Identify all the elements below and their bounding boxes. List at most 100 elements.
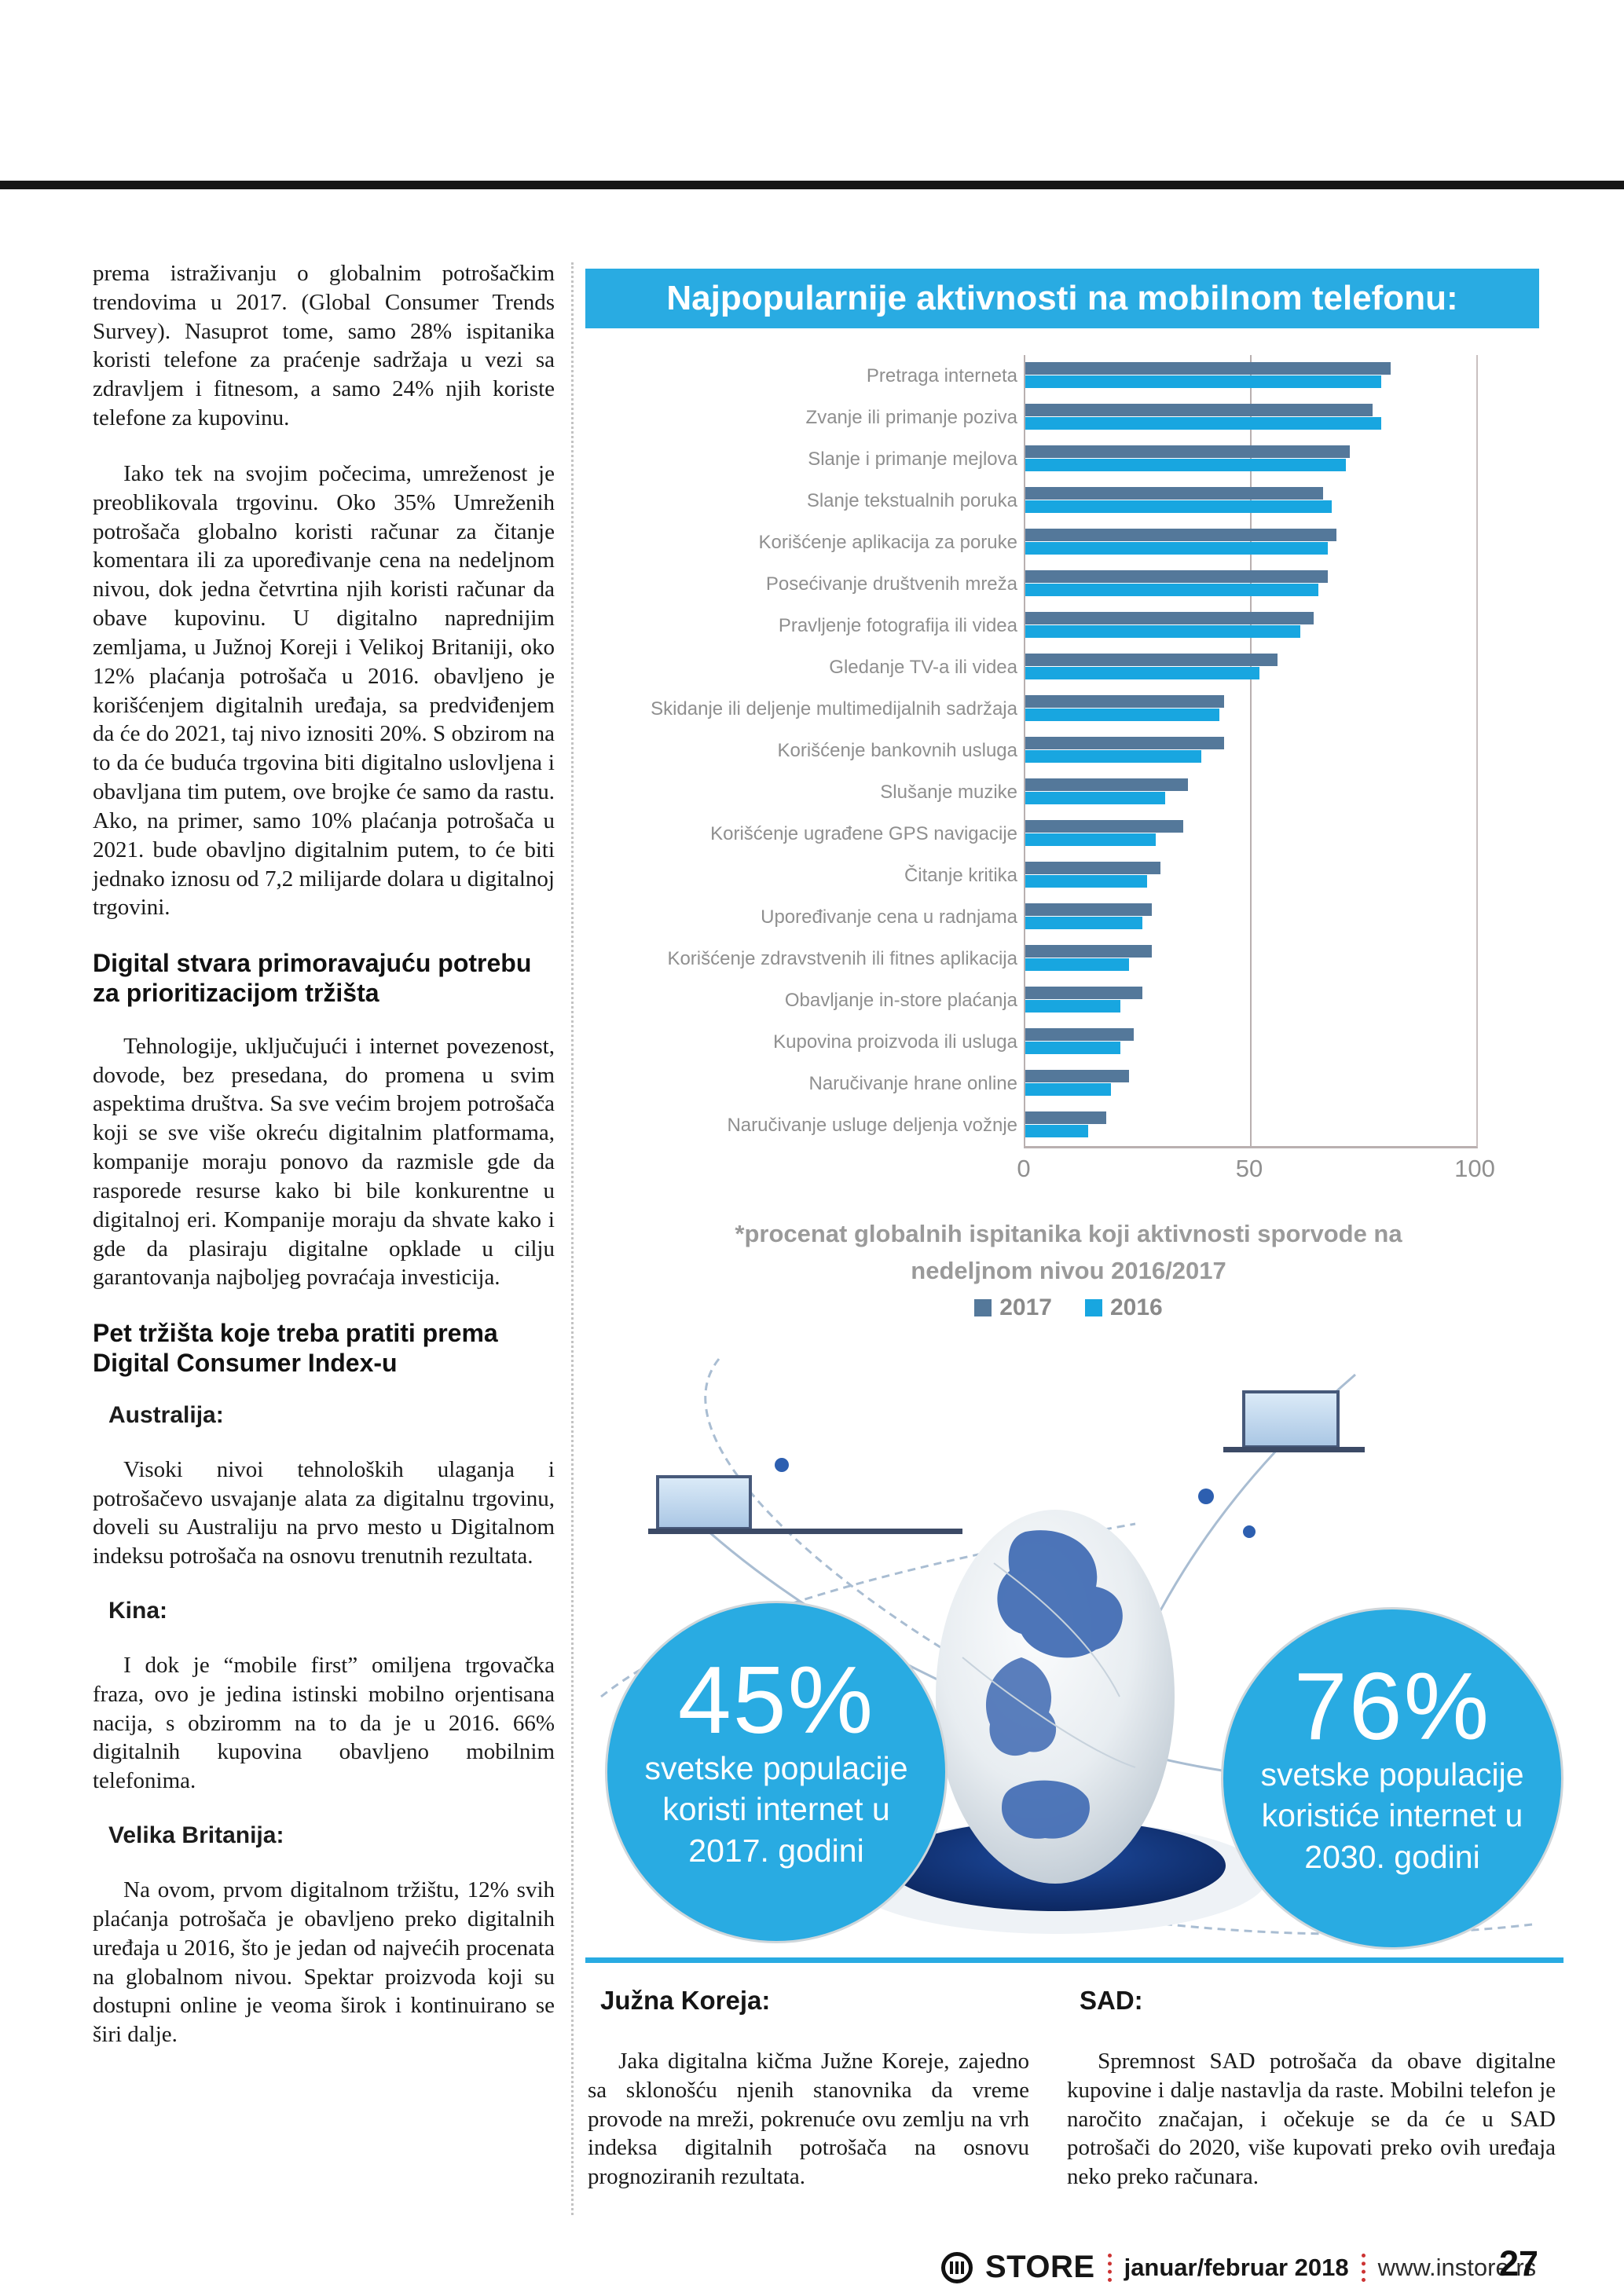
stat-45-line1: svetske populacije: [644, 1750, 908, 1786]
chart-category-label: Pravljenje fotografija ili videa: [778, 615, 1017, 636]
chart-category-label: Skidanje ili deljenje multimedijalnih sa…: [651, 698, 1017, 720]
chart-row: Korišćenje aplikacija za poruke: [592, 522, 1540, 563]
chart-category-label: Korišćenje aplikacija za poruke: [758, 532, 1017, 553]
chart-rows: Pretraga interneta Zvanje ili primanje po…: [592, 355, 1540, 1146]
bar-2016: [1025, 1042, 1120, 1054]
bar-2016: [1025, 750, 1201, 763]
chart-row: Slanje tekstualnih poruka: [592, 480, 1540, 522]
chart-row: Pretraga interneta: [592, 355, 1540, 397]
bar-2017: [1025, 1111, 1107, 1124]
globe-network-illustration: [600, 1358, 1533, 1935]
chart-row: Slušanje muzike: [592, 771, 1540, 813]
chart-category-label: Zvanje ili primanje poziva: [805, 407, 1017, 428]
bar-2017: [1025, 862, 1161, 874]
stat-76-line2: koristiće internet u: [1261, 1797, 1523, 1834]
article-left-column: prema istraživanju o globalnim potrošačk…: [93, 259, 555, 2076]
stat-76-line3: 2030. godini: [1304, 1838, 1480, 1875]
bar-2016: [1025, 1125, 1089, 1137]
top-rule: [0, 181, 1624, 189]
bar-2016: [1025, 917, 1143, 929]
bottom-column-korea: Južna Koreja: Jaka digitalna kičma Južne…: [588, 1986, 1029, 2192]
bar-2017: [1025, 362, 1391, 375]
laptop-icon-top-right: [1223, 1390, 1365, 1452]
bar-2017: [1025, 778, 1188, 791]
legend-label: 2017: [999, 1294, 1052, 1320]
paragraph-technology: Tehnologije, uključujući i internet pove…: [93, 1033, 555, 1291]
paragraph-usa: Spremnost SAD potrošača da obave digital…: [1067, 2049, 1556, 2190]
bar-2017: [1025, 945, 1152, 958]
bar-2016: [1025, 500, 1333, 513]
bar-2017: [1025, 987, 1143, 999]
chart-row: Korišćenje bankovnih usluga: [592, 730, 1540, 771]
chart-row: Korišćenje ugrađene GPS navigacije: [592, 813, 1540, 855]
chart-plot-frame: [1024, 355, 1478, 1148]
legend-item-2016: 2016: [1085, 1294, 1163, 1321]
chart-row: Slanje i primanje mejlova: [592, 438, 1540, 480]
chart-row: Čitanje kritika: [592, 855, 1540, 896]
chart-category-label: Korišćenje zdravstvenih ili fitnes aplik…: [667, 948, 1017, 969]
chart-category-label: Gledanje TV-a ili videa: [829, 657, 1017, 678]
chart-legend: 2017 2016: [703, 1294, 1434, 1321]
paragraph-south-korea: Jaka digitalna kičma Južne Koreje, zajed…: [588, 2049, 1029, 2190]
chart-row: Skidanje ili deljenje multimedijalnih sa…: [592, 688, 1540, 730]
paragraph-uk: Na ovom, prvom digitalnom tržištu, 12% s…: [93, 1877, 555, 2048]
chart-category-label: Upoređivanje cena u radnjama: [761, 906, 1017, 928]
bar-2017: [1025, 695, 1224, 708]
bar-2017: [1025, 404, 1373, 416]
chart-category-label: Posećivanje društvenih mreža: [765, 573, 1017, 595]
bar-2017: [1025, 903, 1152, 916]
legend-item-2017: 2017: [974, 1294, 1052, 1321]
subheading-digital-need: Digital stvara primoravajuću potrebu za …: [93, 949, 532, 1007]
stat-circle-45: 45% svetske populacije koristi internet …: [607, 1603, 945, 1941]
bar-2016: [1025, 375, 1382, 388]
bar-2016: [1025, 833, 1157, 846]
bar-2017: [1025, 737, 1224, 749]
footer-issue: januar/februar 2018: [1124, 2253, 1349, 2281]
footer-separator-icon: [1361, 2253, 1366, 2282]
chart-category-label: Čitanje kritika: [904, 865, 1017, 886]
bar-2016: [1025, 875, 1147, 888]
chart-row: Zvanje ili primanje poziva: [592, 397, 1540, 438]
stat-circle-76: 76% svetske populacije koristiće interne…: [1223, 1609, 1561, 1947]
chart-row: Kupovina proizvoda ili usluga: [592, 1021, 1540, 1063]
page-number: 27: [1499, 2243, 1539, 2283]
bottom-accent-rule: [585, 1957, 1564, 1963]
bar-2016: [1025, 1000, 1120, 1013]
chart-row: Posećivanje društvenih mreža: [592, 563, 1540, 605]
chart-category-label: Naručivanje usluge deljenja vožnje: [727, 1115, 1017, 1136]
paragraph-australia: Visoki nivoi tehnoloških ulaganja i potr…: [93, 1456, 555, 1569]
bar-2017: [1025, 1070, 1130, 1082]
heading-south-korea: Južna Koreja:: [600, 1986, 771, 2015]
subheading-australia: Australija:: [108, 1401, 224, 1428]
chart-category-label: Korišćenje bankovnih usluga: [777, 740, 1017, 761]
chart-x-axis-ticks: 0 50 100: [1017, 1155, 1494, 1186]
bottom-column-usa: SAD: Spremnost SAD potrošača da obave di…: [1067, 1986, 1556, 2192]
bar-2017: [1025, 570, 1328, 583]
footer-website-link[interactable]: www.instore.rs: [1377, 2253, 1537, 2281]
page-footer: STORE januar/februar 2018 www.instore.rs: [941, 2250, 1536, 2285]
bar-2017: [1025, 612, 1314, 624]
footer-brand: STORE: [985, 2250, 1095, 2284]
chart-row: Gledanje TV-a ili videa: [592, 646, 1540, 688]
bar-2016: [1025, 958, 1130, 971]
chart-category-label: Slanje tekstualnih poruka: [806, 490, 1017, 511]
paragraph-china: I dok je “mobile first” omiljena trgovač…: [93, 1652, 555, 1794]
chart-title: Najpopularnije aktivnosti na mobilnom te…: [666, 279, 1458, 317]
column-divider-dotted: [571, 262, 574, 2215]
bar-2016: [1025, 667, 1260, 679]
chart-row: Naručivanje usluge deljenja vožnje: [592, 1104, 1540, 1146]
x-tick-50: 50: [1235, 1155, 1263, 1182]
chart-category-label: Kupovina proizvoda ili usluga: [773, 1031, 1017, 1053]
bar-2016: [1025, 792, 1165, 804]
chart-category-label: Slušanje muzike: [880, 782, 1017, 803]
gridline-50: [1250, 355, 1252, 1146]
chart-row: Upoređivanje cena u radnjama: [592, 896, 1540, 938]
bar-2016: [1025, 417, 1382, 430]
heading-usa: SAD:: [1080, 1986, 1143, 2015]
instore-logo-icon: [941, 2251, 973, 2283]
paragraph-commerce: Iako tek na svojim počecima, umreženost …: [93, 460, 555, 921]
chart-row: Obavljanje in-store plaćanja: [592, 980, 1540, 1021]
chart-category-label: Slanje i primanje mejlova: [808, 449, 1017, 470]
stat-76-value: 76%: [1293, 1653, 1491, 1760]
